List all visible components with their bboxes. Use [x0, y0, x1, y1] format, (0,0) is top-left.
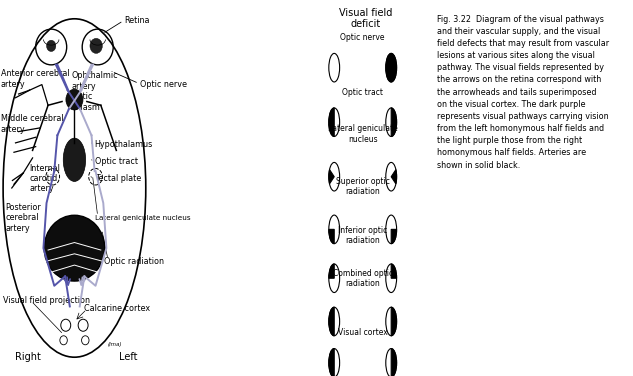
Text: Tectal plate: Tectal plate [94, 174, 141, 183]
Text: Ophthalmic
artery
Optic
chiasm: Ophthalmic artery Optic chiasm [72, 71, 118, 112]
Text: Left: Left [120, 352, 138, 362]
Circle shape [385, 53, 397, 82]
Text: Optic nerve: Optic nerve [341, 33, 385, 42]
Text: Hypothalamus: Hypothalamus [94, 140, 153, 149]
Text: Optic radiation: Optic radiation [104, 257, 164, 266]
Wedge shape [391, 170, 397, 184]
Ellipse shape [90, 38, 103, 53]
Ellipse shape [47, 40, 56, 52]
Ellipse shape [44, 215, 104, 281]
Text: Visual field projection: Visual field projection [3, 296, 90, 305]
Text: Combined optic
radiation: Combined optic radiation [333, 269, 392, 288]
Wedge shape [329, 264, 334, 278]
Wedge shape [391, 108, 397, 136]
Text: Fig. 3.22  Diagram of the visual pathways
and their vascular supply, and the vis: Fig. 3.22 Diagram of the visual pathways… [437, 15, 609, 170]
Wedge shape [391, 307, 397, 336]
Wedge shape [329, 170, 334, 184]
Text: (ima): (ima) [108, 342, 122, 347]
Wedge shape [329, 349, 334, 376]
Text: Optic nerve: Optic nerve [139, 80, 187, 89]
Wedge shape [391, 349, 397, 376]
Text: Lateral geniculate
nucleus: Lateral geniculate nucleus [328, 124, 398, 144]
Text: Lateral geniculate nucleus: Lateral geniculate nucleus [94, 215, 191, 221]
Text: Optic tract: Optic tract [342, 88, 383, 97]
Text: Right: Right [15, 352, 41, 362]
Text: Optic tract: Optic tract [94, 157, 137, 166]
Wedge shape [329, 307, 334, 336]
Text: Calcarine cortex: Calcarine cortex [84, 304, 150, 313]
Text: Anterior cerebral
artery: Anterior cerebral artery [1, 69, 69, 89]
Text: Inferior optic
radiation: Inferior optic radiation [338, 226, 387, 245]
Text: Visual field
deficit: Visual field deficit [339, 8, 392, 29]
Wedge shape [391, 264, 397, 278]
Text: Posterior
cerebral
artery: Posterior cerebral artery [6, 203, 41, 233]
Ellipse shape [66, 89, 83, 110]
Text: Middle cerebral
artery: Middle cerebral artery [1, 114, 63, 134]
Wedge shape [329, 108, 334, 136]
Wedge shape [329, 229, 334, 244]
Ellipse shape [63, 138, 85, 182]
Text: Visual cortex: Visual cortex [338, 328, 387, 337]
Text: Internal
carotid
artery: Internal carotid artery [30, 164, 60, 193]
Wedge shape [391, 229, 397, 244]
Text: Superior optic
radiation: Superior optic radiation [335, 177, 390, 196]
Text: Retina: Retina [124, 16, 149, 25]
